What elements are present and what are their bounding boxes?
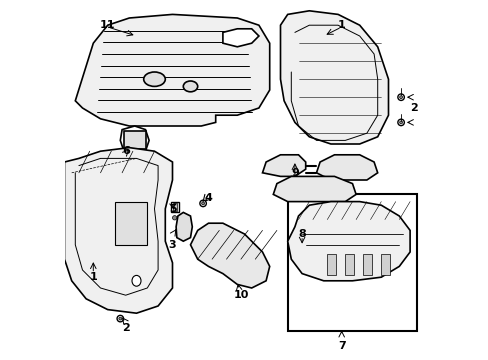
Text: 8: 8 <box>298 229 305 239</box>
Ellipse shape <box>119 317 122 320</box>
Bar <box>172 203 177 211</box>
Polygon shape <box>316 155 377 180</box>
Text: 10: 10 <box>233 290 248 300</box>
Polygon shape <box>273 176 355 202</box>
Polygon shape <box>75 14 269 126</box>
Text: 11: 11 <box>100 20 115 30</box>
Polygon shape <box>120 126 149 155</box>
Text: 7: 7 <box>337 341 345 351</box>
Bar <box>345 254 354 275</box>
Ellipse shape <box>397 119 404 126</box>
Text: 6: 6 <box>122 146 129 156</box>
Ellipse shape <box>201 202 204 205</box>
Polygon shape <box>280 11 387 144</box>
Ellipse shape <box>399 96 402 99</box>
Polygon shape <box>287 202 409 281</box>
Polygon shape <box>190 223 269 288</box>
Text: 3: 3 <box>168 240 176 250</box>
Bar <box>115 202 147 245</box>
Bar <box>170 202 178 212</box>
Ellipse shape <box>143 72 165 86</box>
Ellipse shape <box>200 200 206 207</box>
Ellipse shape <box>183 81 197 92</box>
Ellipse shape <box>117 315 123 322</box>
Polygon shape <box>223 29 258 47</box>
Bar <box>381 254 389 275</box>
Polygon shape <box>176 212 192 241</box>
Text: 9: 9 <box>290 168 298 178</box>
Bar <box>302 247 310 259</box>
Text: 4: 4 <box>204 193 212 203</box>
Text: 5: 5 <box>168 204 176 214</box>
Bar <box>287 194 416 331</box>
Text: 2: 2 <box>122 323 129 333</box>
Ellipse shape <box>399 121 402 124</box>
Polygon shape <box>262 155 305 176</box>
Polygon shape <box>64 148 172 313</box>
Ellipse shape <box>132 275 141 286</box>
Bar <box>303 248 309 258</box>
Text: 2: 2 <box>409 103 417 113</box>
Ellipse shape <box>172 216 177 220</box>
Text: 1: 1 <box>337 20 345 30</box>
Bar <box>326 254 336 275</box>
Text: 1: 1 <box>89 272 97 282</box>
Ellipse shape <box>397 94 404 100</box>
Bar <box>123 131 145 149</box>
Bar <box>363 254 371 275</box>
